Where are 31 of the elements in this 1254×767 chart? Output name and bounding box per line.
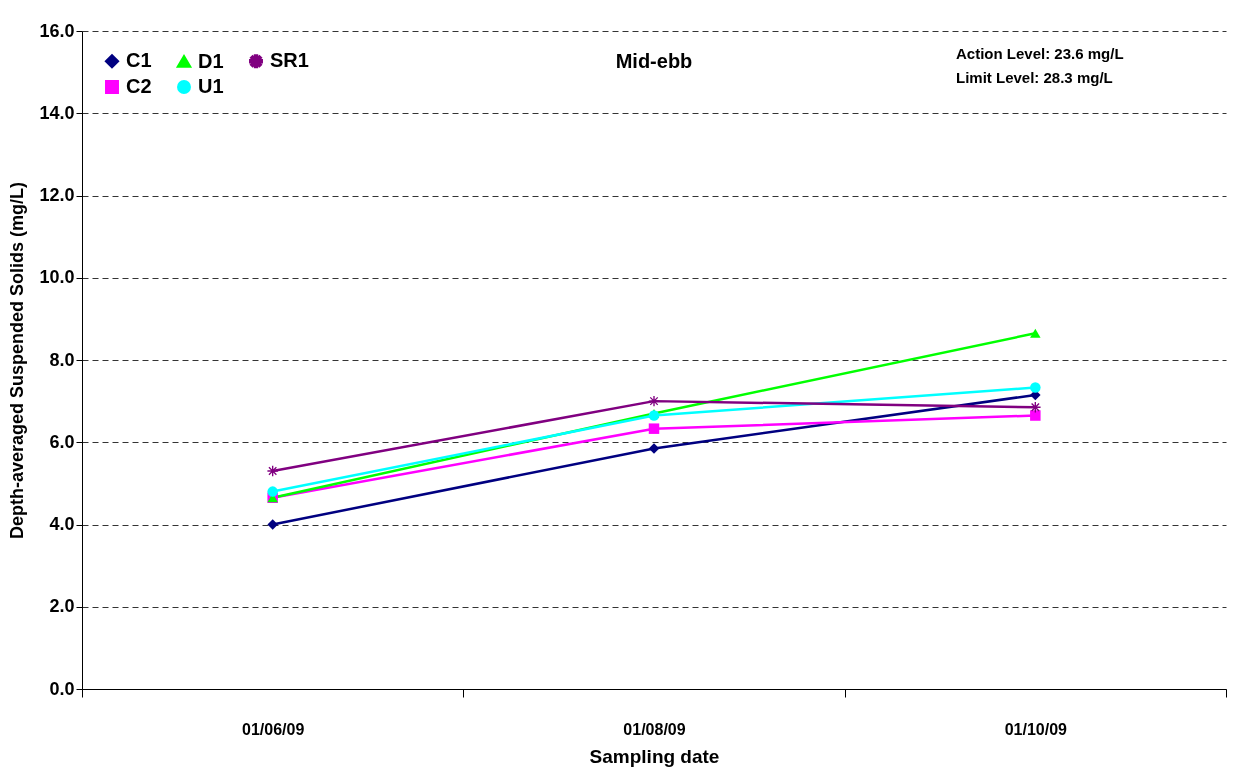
y-tick-label: 0.0 (49, 678, 75, 699)
y-tick-label: 8.0 (49, 349, 75, 370)
y-axis-title: Depth-averaged Suspended Solids (mg/L) (7, 181, 28, 540)
x-tick-label: 01/10/09 (1004, 720, 1068, 738)
point (1030, 328, 1041, 338)
x-tick-label: 01/06/09 (242, 720, 305, 738)
point (1030, 382, 1041, 393)
annotation: Action Level: 23.6 mg/L (956, 45, 1124, 62)
y-tick-label: 4.0 (49, 514, 75, 534)
y-tick-label: 10.0 (39, 267, 75, 288)
point (267, 465, 278, 477)
text: Mid-ebb (615, 50, 693, 72)
x-tick-label: 01/08/09 (623, 720, 686, 738)
point (1030, 410, 1041, 421)
point (648, 423, 660, 434)
point (648, 395, 660, 407)
legend-label: SR1 (270, 49, 309, 72)
y-tick-label: 6.0 (49, 431, 75, 452)
legend-label: U1 (198, 75, 224, 97)
legend-label: C1 (126, 49, 152, 72)
y-tick-label: 14.0 (39, 102, 75, 123)
y-tick-label: 16.0 (39, 20, 75, 41)
y-tick-label: 12.0 (39, 185, 75, 205)
annotation: Limit Level: 28.3 mg/L (956, 69, 1113, 86)
point (648, 443, 660, 454)
y-tick-label: 2.0 (49, 596, 75, 617)
legend-label: C2 (126, 75, 152, 97)
point (267, 486, 278, 497)
legend-label: D1 (198, 49, 224, 72)
x-axis-title: Sampling date (589, 745, 720, 767)
point (267, 519, 278, 530)
